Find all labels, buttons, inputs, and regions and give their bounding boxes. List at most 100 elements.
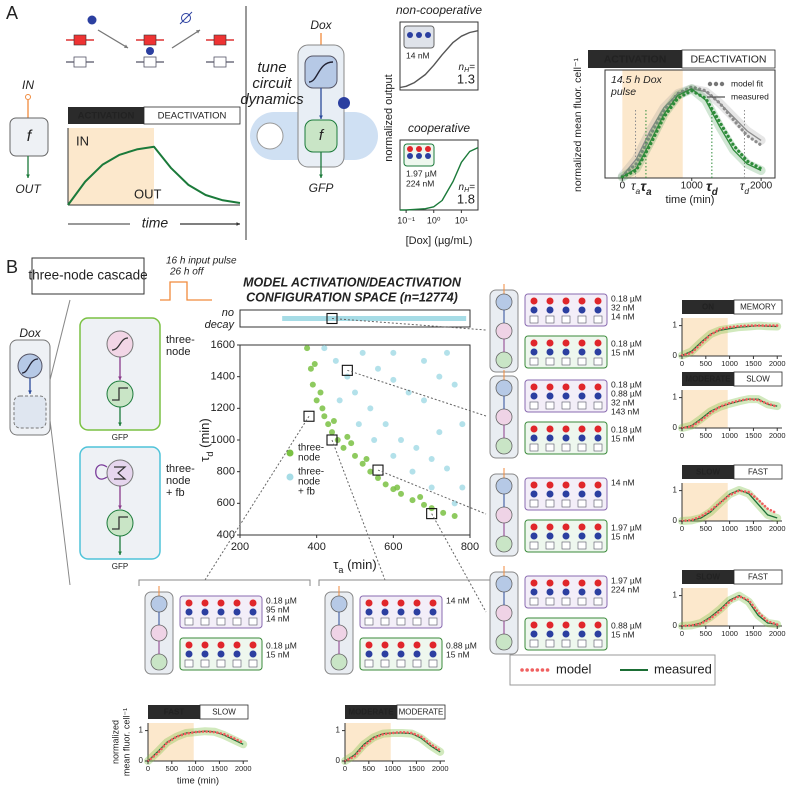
plot-frame	[604, 69, 776, 179]
scatter-point	[409, 497, 416, 504]
site	[232, 617, 242, 626]
bound-protein	[562, 425, 570, 433]
node	[330, 653, 348, 671]
site	[200, 617, 210, 626]
x-tick-label: 1500	[745, 359, 762, 368]
node-sigmoid	[304, 55, 338, 89]
bound-protein	[530, 392, 538, 400]
site	[545, 401, 555, 410]
knob	[256, 122, 284, 150]
bound-protein	[578, 434, 586, 442]
phase-off	[733, 299, 783, 315]
site	[380, 659, 390, 668]
x-tick-label: 1500	[211, 764, 228, 773]
bound-protein	[562, 621, 570, 629]
site	[577, 357, 587, 366]
bound-protein	[381, 599, 389, 607]
y-axis-label: mean fluor. cell⁻¹	[121, 708, 131, 776]
scatter-point	[325, 421, 332, 428]
y-tick-label: 1	[673, 591, 678, 600]
x-tick-label: 10⁻¹	[397, 215, 415, 225]
bound-protein	[546, 434, 554, 442]
phase-label: SLOW	[212, 708, 236, 717]
scatter-point	[382, 421, 389, 428]
scatter-point	[309, 381, 316, 388]
step-icon	[112, 516, 128, 530]
site	[545, 443, 555, 452]
site	[529, 357, 539, 366]
scatter-point	[355, 421, 362, 428]
site	[184, 659, 194, 668]
caption: dynamics	[240, 91, 304, 108]
y-tick-label: 0	[673, 621, 678, 630]
y-tick-label: 1000	[211, 434, 235, 446]
y-tick-label: 800	[217, 466, 235, 478]
scatter-point	[459, 484, 466, 491]
phase-off	[396, 704, 446, 720]
bound-protein	[578, 392, 586, 400]
scatter-point	[405, 389, 412, 396]
phase-label: FAST	[748, 573, 768, 582]
config-link	[377, 469, 487, 515]
x-tick-label: 500	[700, 629, 713, 638]
y-tick-label: 1	[673, 321, 678, 330]
scatter-point	[413, 444, 420, 451]
concentration: 143 nM	[611, 406, 639, 416]
concentration: 15 nM	[611, 433, 635, 443]
bound-protein	[233, 599, 241, 607]
bound-protein	[546, 348, 554, 356]
node	[150, 653, 168, 671]
bound-protein	[530, 383, 538, 391]
label: OUT	[15, 182, 42, 196]
label: time	[142, 215, 169, 231]
arrow-head	[319, 174, 323, 178]
site	[200, 659, 210, 668]
bound-protein	[249, 650, 257, 658]
bound-protein	[578, 532, 586, 540]
label-part: a	[635, 186, 640, 196]
y-tick-label: 1400	[211, 371, 235, 383]
label: IN	[22, 78, 34, 92]
icon-dot	[416, 32, 422, 38]
bound-protein	[562, 532, 570, 540]
node	[330, 624, 348, 642]
concentration: 0.88 µM	[446, 640, 477, 650]
protein	[146, 47, 154, 55]
phase-label: FAST	[164, 708, 185, 717]
scatter-point	[319, 405, 326, 412]
scatter-point	[330, 418, 337, 424]
measured-line	[681, 489, 778, 522]
site	[428, 617, 438, 626]
site	[529, 443, 539, 452]
phase-off	[143, 106, 241, 125]
site	[577, 315, 587, 324]
legend-label: measured	[654, 661, 712, 676]
bound-protein	[185, 599, 193, 607]
site	[380, 617, 390, 626]
tau-label: τa	[631, 179, 641, 196]
arrow-head	[118, 551, 122, 555]
model-line	[343, 730, 442, 763]
scatter-point	[390, 452, 397, 459]
scatter-title: MODEL ACTIVATION/DEACTIVATION	[243, 275, 462, 289]
node	[150, 624, 168, 642]
dose-curve	[399, 30, 479, 89]
bound-protein	[530, 297, 538, 305]
bound-protein	[546, 339, 554, 347]
concentration: 15 nM	[266, 649, 290, 659]
phase-label: ON	[702, 303, 714, 312]
icon-dot	[425, 146, 431, 152]
bound-protein	[578, 306, 586, 314]
site	[529, 639, 539, 648]
bound-protein	[397, 599, 405, 607]
bracket	[138, 579, 311, 586]
site	[545, 639, 555, 648]
scatter-point	[451, 381, 458, 388]
model-line	[680, 489, 779, 523]
concentration: 1.97 µM	[406, 168, 437, 178]
bound-protein	[546, 490, 554, 498]
site	[593, 315, 603, 324]
phase-off	[733, 464, 783, 480]
panel-label: B	[6, 257, 18, 277]
bound-protein	[381, 641, 389, 649]
